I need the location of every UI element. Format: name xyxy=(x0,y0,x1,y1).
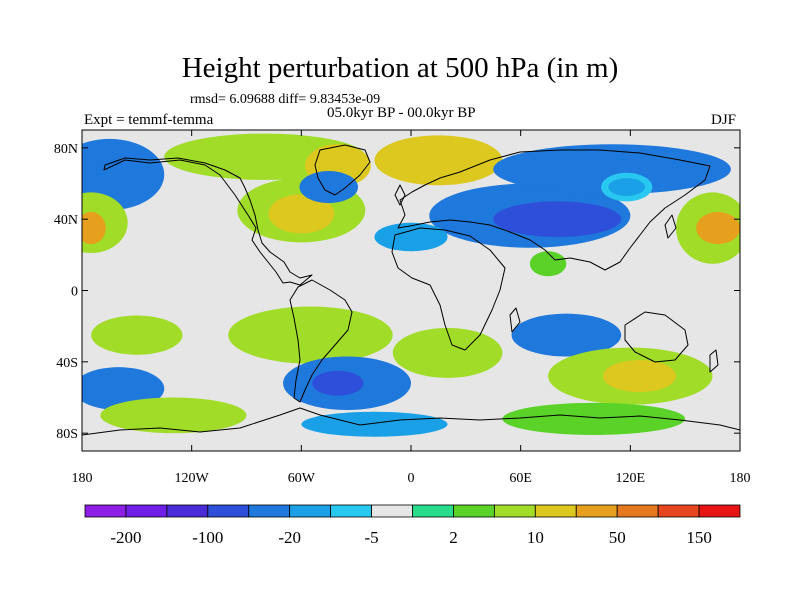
coast-eurasia xyxy=(397,149,711,271)
y-tick-label: 80N xyxy=(54,142,78,157)
colorbar-swatch xyxy=(412,504,454,518)
y-tick-label: 80S xyxy=(56,427,78,442)
colorbar-swatch xyxy=(248,504,291,518)
coast-uk xyxy=(394,184,406,206)
coast-madagascar xyxy=(509,307,521,333)
coast-antarctica xyxy=(82,407,740,436)
contour-sahara-lightblue xyxy=(374,222,448,252)
colorbar-swatch xyxy=(698,504,741,518)
colorbar-swatch xyxy=(84,504,127,518)
contour-s-atlantic-darkblue xyxy=(312,370,364,396)
colorbar-label: 2 xyxy=(449,528,458,547)
colorbar-swatch xyxy=(207,504,250,518)
y-tick-label: 0 xyxy=(71,285,78,300)
contour-antarctic-blue xyxy=(301,411,448,437)
coast-australia xyxy=(624,311,689,363)
plot-title: Height perturbation at 500 hPa (in m) xyxy=(181,52,619,84)
contour-scandinavia-yellow xyxy=(374,135,503,186)
coastlines xyxy=(82,144,740,436)
coast-south-america xyxy=(289,279,353,403)
coast-north-america xyxy=(103,157,313,286)
colorbar-swatch xyxy=(534,504,577,518)
contour-w-pacific-orange xyxy=(82,212,106,245)
colorbar-swatch xyxy=(289,504,332,518)
colorbar-swatch xyxy=(616,504,659,518)
contour-siberia-blue xyxy=(493,144,731,195)
map-axes: 80N 40N 0 40S 80S 180 120W 60W 0 60E 120E 180 xyxy=(54,130,751,486)
contour-antarctic-lightgreen xyxy=(502,402,686,435)
x-tick-label: 120E xyxy=(616,471,646,486)
colorbar-swatch xyxy=(575,504,618,518)
experiment-label: Expt = temmf-temma xyxy=(84,112,214,128)
contour-n-pacific-blue xyxy=(82,138,165,211)
stats-text: rmsd= 6.09688 diff= 9.83453e-09 xyxy=(190,92,381,107)
contour-s-atlantic-green xyxy=(392,327,503,378)
colorbar: -200 -100 -20 -5 2 10 50 150 xyxy=(84,504,741,547)
colorbar-label: -5 xyxy=(364,528,378,547)
x-tick-label: 60E xyxy=(509,471,532,486)
contour-indian-ocean-blue xyxy=(511,313,622,357)
x-tick-label: 0 xyxy=(408,471,415,486)
contour-s-pacific-green xyxy=(91,315,183,355)
colorbar-swatch xyxy=(166,504,209,518)
x-tick-label: 180 xyxy=(730,471,751,486)
season-label: DJF xyxy=(711,112,737,128)
coast-greenland xyxy=(314,144,371,196)
colorbar-swatch xyxy=(657,504,700,518)
colorbar-swatch xyxy=(493,504,536,518)
contour-s-america-green xyxy=(228,306,393,364)
colorbar-swatch xyxy=(453,504,495,518)
contour-n-atlantic-yellow xyxy=(268,194,335,234)
x-tick-label: 120W xyxy=(175,471,210,486)
x-tick-label: 60W xyxy=(288,471,316,486)
contour-antarctic-green xyxy=(100,397,247,434)
colorbar-label: 150 xyxy=(686,528,712,547)
map-panel xyxy=(81,129,741,452)
colorbar-label: -200 xyxy=(110,528,141,547)
colorbar-swatch xyxy=(330,504,372,518)
y-tick-label: 40S xyxy=(56,356,78,371)
contour-hudson-blue xyxy=(299,171,358,204)
contour-e-asia-lightblue xyxy=(608,178,645,196)
colorbar-swatch xyxy=(125,504,168,518)
y-tick-label: 40N xyxy=(54,213,78,228)
contour-s-indian-yellow xyxy=(602,360,677,393)
colorbar-label: 50 xyxy=(609,528,626,547)
contour-asia-darkblue xyxy=(493,201,622,238)
colorbar-label: 10 xyxy=(527,528,544,547)
contour-c-pacific-orange xyxy=(696,212,740,245)
period-text: 05.0kyr BP - 00.0kyr BP xyxy=(327,105,476,121)
contour-india-green xyxy=(529,251,567,277)
coast-africa xyxy=(391,227,506,351)
coast-japan xyxy=(664,214,677,239)
x-tick-label: 180 xyxy=(72,471,93,486)
coast-new-zealand xyxy=(709,349,719,373)
colorbar-label: -100 xyxy=(192,528,223,547)
colorbar-swatch xyxy=(371,504,413,518)
colorbar-label: -20 xyxy=(278,528,301,547)
